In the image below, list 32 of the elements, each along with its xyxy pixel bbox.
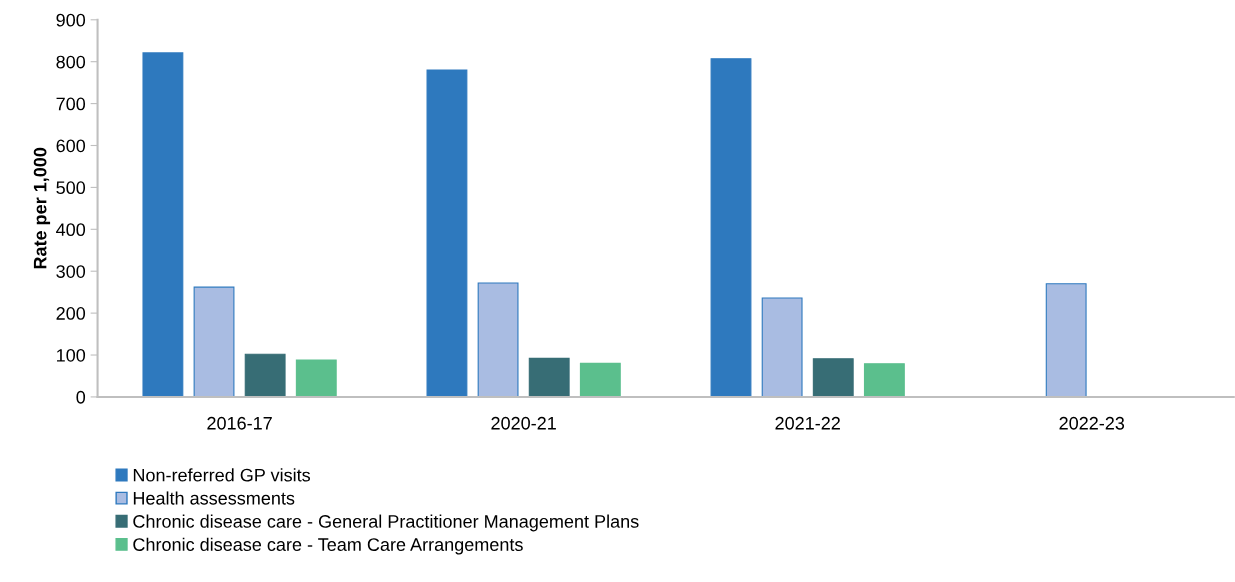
y-tick-label: 900 — [56, 13, 86, 27]
bar — [193, 286, 235, 397]
bar — [142, 52, 184, 397]
bar — [477, 282, 519, 397]
bar — [244, 353, 286, 397]
legend-label: Health assessments — [133, 491, 295, 505]
bar — [426, 69, 468, 397]
legend-label: Non-referred GP visits — [133, 468, 311, 482]
bar — [579, 362, 621, 397]
bar — [812, 358, 854, 397]
x-tick-label: 2020-21 — [491, 416, 556, 430]
y-tick-label: 700 — [56, 97, 86, 111]
x-tick-label: 2022-23 — [1059, 416, 1125, 430]
x-tick-label: 2016-17 — [207, 416, 272, 430]
bar — [863, 363, 905, 397]
legend-label: Chronic disease care - Team Care Arrangements — [133, 537, 523, 555]
legend-label: Chronic disease care - General Practitioner Management Plans — [133, 514, 639, 532]
bar — [761, 297, 803, 397]
bar — [528, 357, 570, 397]
y-tick-label: 500 — [56, 181, 86, 195]
y-tick-label: 300 — [56, 265, 86, 278]
bar — [1045, 283, 1087, 397]
bar — [710, 58, 752, 397]
y-tick-label: 200 — [56, 307, 86, 320]
y-tick-label: 400 — [56, 223, 86, 237]
y-tick-label: 800 — [56, 55, 86, 69]
y-tick-label: 0 — [76, 390, 86, 404]
y-axis-title: Rate per 1,000 — [33, 147, 51, 269]
y-tick-label: 100 — [57, 348, 86, 362]
bar — [295, 359, 337, 397]
y-tick-label: 600 — [56, 139, 86, 153]
x-tick-label: 2021-22 — [775, 416, 840, 430]
